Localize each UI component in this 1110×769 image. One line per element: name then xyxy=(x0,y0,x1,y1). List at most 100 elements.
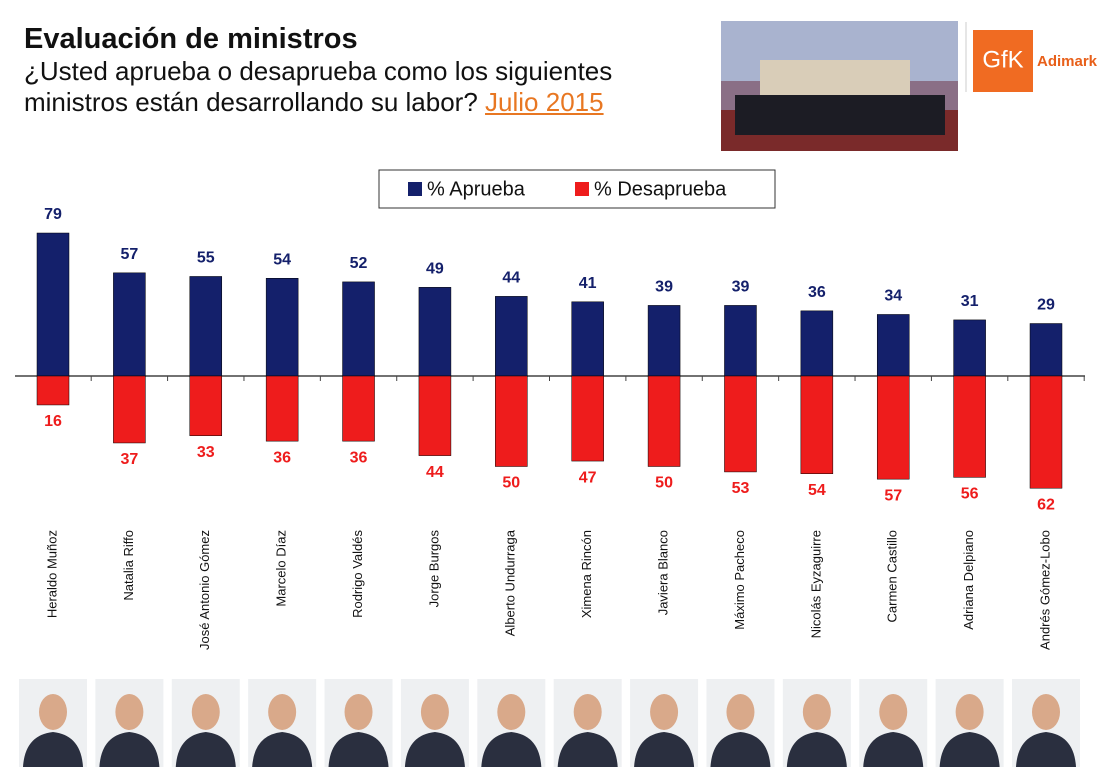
value-label: 55 xyxy=(197,250,215,267)
x-tick-label: Alberto Undurraga xyxy=(503,529,518,636)
value-label: 57 xyxy=(120,246,138,263)
x-tick-label: Adriana Delpiano xyxy=(961,530,976,630)
portrait-head xyxy=(879,694,908,730)
logo-text: Adimark xyxy=(1037,53,1098,70)
portrait-body xyxy=(481,732,542,767)
portrait-body xyxy=(557,732,618,767)
value-label: 41 xyxy=(579,275,597,292)
bar xyxy=(418,287,452,377)
value-label: 50 xyxy=(502,475,520,492)
portrait xyxy=(400,679,469,767)
bar xyxy=(876,375,910,480)
value-label: 54 xyxy=(808,482,826,499)
bar xyxy=(724,375,757,473)
portrait xyxy=(19,679,87,767)
bar xyxy=(113,272,146,377)
portrait xyxy=(1012,679,1080,767)
header: Evaluación de ministros ¿Usted aprueba o… xyxy=(24,22,664,118)
portrait-body xyxy=(939,732,1000,767)
value-label: 44 xyxy=(502,270,520,287)
portrait-body xyxy=(710,732,771,767)
bar xyxy=(495,296,528,377)
bar xyxy=(647,305,681,377)
legend-swatch xyxy=(408,182,422,196)
bar xyxy=(495,375,528,467)
portrait-body xyxy=(786,732,847,767)
x-tick-label: Andrés Gómez-Lobo xyxy=(1037,530,1052,650)
value-label: 62 xyxy=(1037,496,1055,513)
portrait-head xyxy=(191,694,220,730)
portrait-body xyxy=(175,732,236,767)
x-tick-label: Javiera Blanco xyxy=(656,530,671,615)
portrait-head xyxy=(802,694,831,730)
value-label: 39 xyxy=(655,279,673,296)
portrait xyxy=(935,679,1004,767)
portrait-head xyxy=(420,694,449,730)
logo-box xyxy=(973,30,1033,92)
bar xyxy=(113,375,146,444)
value-label: 52 xyxy=(350,255,368,272)
value-label: 44 xyxy=(426,464,444,481)
value-label: 39 xyxy=(732,279,750,296)
value-label: 47 xyxy=(579,469,597,486)
portrait xyxy=(782,679,851,767)
bar xyxy=(342,375,375,442)
x-tick-label: Heraldo Muñoz xyxy=(44,530,59,618)
value-label: 54 xyxy=(273,251,291,268)
portrait xyxy=(248,679,317,767)
portrait xyxy=(324,679,393,767)
portrait-head xyxy=(39,694,67,730)
x-tick-label: Carmen Castillo xyxy=(885,530,900,622)
portrait-head xyxy=(1032,694,1060,730)
subtitle-block: ¿Usted aprueba o desaprueba como los sig… xyxy=(24,56,664,118)
portrait-head xyxy=(955,694,984,730)
subtitle: ¿Usted aprueba o desaprueba como los sig… xyxy=(24,56,613,117)
bar xyxy=(36,232,70,377)
value-label: 31 xyxy=(961,293,979,310)
portrait-body xyxy=(99,732,160,767)
bar xyxy=(189,375,223,436)
x-tick-label: José Antonio Gómez xyxy=(197,530,212,650)
portrait-body xyxy=(328,732,389,767)
bar xyxy=(1029,323,1063,377)
value-label: 36 xyxy=(350,449,368,466)
bar xyxy=(189,276,223,377)
value-label: 56 xyxy=(961,486,979,503)
bar xyxy=(342,281,375,377)
value-label: 36 xyxy=(273,449,291,466)
value-label: 57 xyxy=(884,487,902,504)
value-label: 33 xyxy=(197,444,215,461)
portrait-body xyxy=(23,732,83,767)
legend-label: % Aprueba xyxy=(427,178,526,200)
portrait-head xyxy=(573,694,602,730)
legend-label: % Desaprueba xyxy=(594,178,727,200)
bar xyxy=(571,375,604,462)
value-label: 16 xyxy=(44,413,62,430)
portrait-body xyxy=(634,732,695,767)
value-label: 49 xyxy=(426,261,444,278)
portrait xyxy=(630,679,699,767)
cabinet-photo xyxy=(721,21,958,151)
x-tick-label: Jorge Burgos xyxy=(426,530,441,608)
legend-swatch xyxy=(575,182,589,196)
value-label: 37 xyxy=(120,451,138,468)
value-label: 34 xyxy=(884,288,902,305)
x-tick-label: Máximo Pacheco xyxy=(732,530,747,630)
portrait xyxy=(706,679,775,767)
bar xyxy=(724,305,757,377)
chart-title: Evaluación de ministros xyxy=(24,23,358,55)
bar xyxy=(1029,375,1063,489)
value-label: 36 xyxy=(808,284,826,301)
bar xyxy=(36,375,70,406)
bar xyxy=(265,375,299,442)
bar xyxy=(800,310,834,377)
x-tick-label: Ximena Rincón xyxy=(579,530,594,618)
portrait-head xyxy=(344,694,373,730)
portrait-body xyxy=(1016,732,1076,767)
portrait-head xyxy=(497,694,526,730)
bar xyxy=(953,375,986,478)
x-tick-label: Nicolás Eyzaguirre xyxy=(808,530,823,638)
bar xyxy=(647,375,681,467)
x-tick-label: Marcelo Díaz xyxy=(274,530,289,607)
